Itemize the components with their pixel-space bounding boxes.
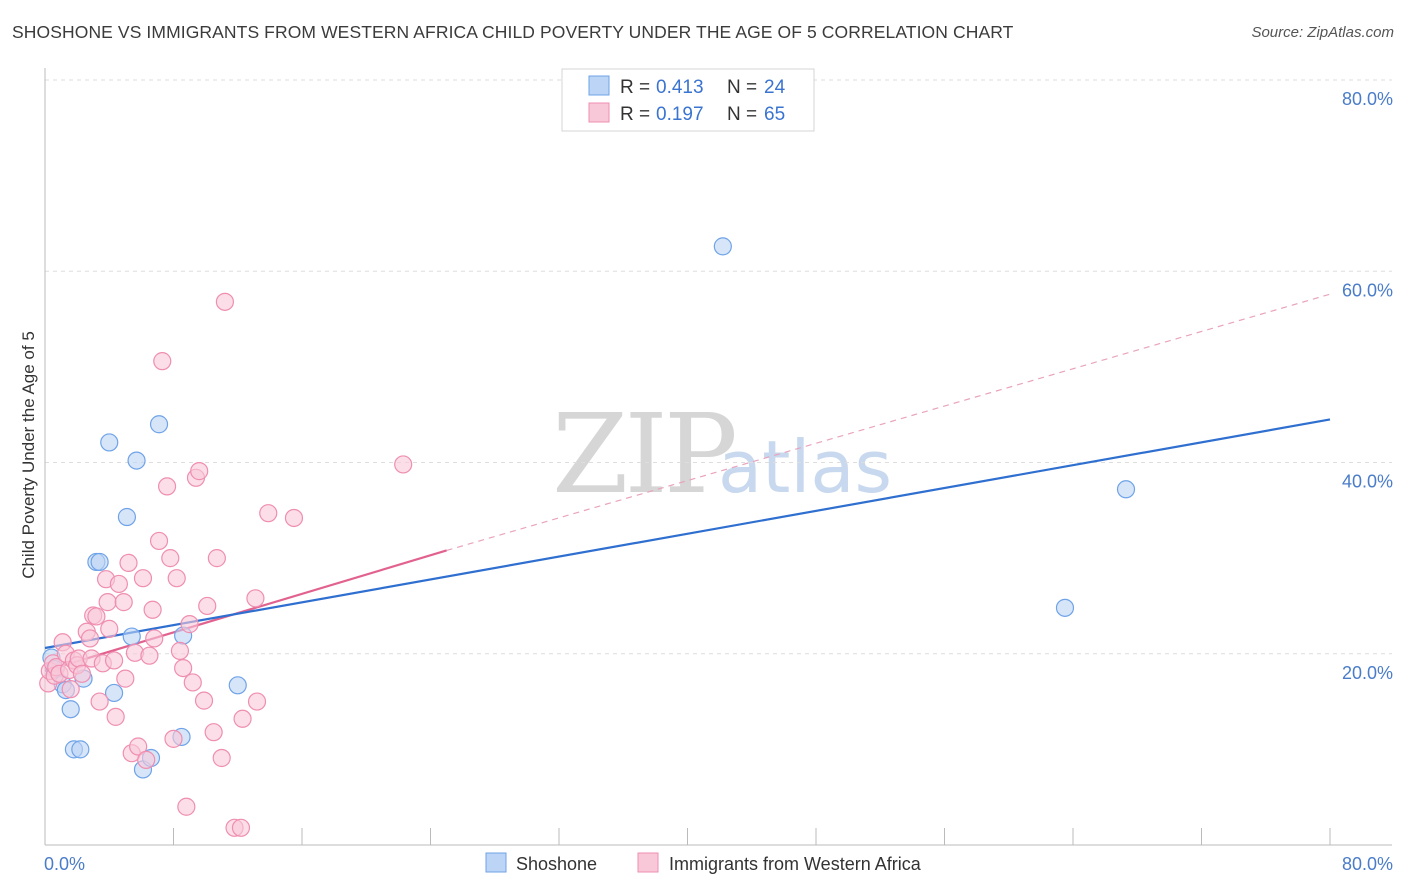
y-tick-label-0: 20.0% bbox=[1342, 663, 1393, 683]
legend-r-label-2: R = bbox=[620, 104, 650, 125]
point-immigrants-40 bbox=[157, 477, 177, 496]
point-shoshone-14 bbox=[127, 451, 146, 470]
point-immigrants-54 bbox=[212, 748, 231, 768]
legend-swatch-shoshone bbox=[588, 75, 610, 96]
point-immigrants-52 bbox=[198, 596, 217, 616]
point-immigrants-23 bbox=[100, 619, 119, 638]
watermark-atlas: atlas bbox=[718, 425, 892, 509]
legend-n-label-2: N = bbox=[727, 104, 757, 125]
point-immigrants-41 bbox=[161, 549, 180, 568]
legend-swatch-immigrants bbox=[588, 102, 610, 123]
y-tick-label-3: 80.0% bbox=[1342, 89, 1393, 109]
x-tick-label-min: 0.0% bbox=[44, 854, 85, 874]
legend-n-value-2: 65 bbox=[764, 104, 785, 125]
point-immigrants-60 bbox=[247, 692, 267, 711]
point-immigrants-59 bbox=[246, 589, 265, 608]
point-immigrants-57 bbox=[231, 818, 251, 837]
point-immigrants-9 bbox=[61, 680, 80, 699]
point-shoshone-13 bbox=[122, 627, 141, 646]
point-immigrants-48 bbox=[183, 673, 202, 692]
point-immigrants-35 bbox=[140, 646, 159, 665]
axes bbox=[44, 68, 1392, 846]
trend-line-shoshone bbox=[44, 418, 1331, 650]
point-immigrants-50 bbox=[190, 462, 209, 481]
point-immigrants-43 bbox=[167, 569, 186, 588]
trend-line-immigrants bbox=[44, 549, 447, 673]
bottom-legend-swatch-shoshone bbox=[485, 852, 507, 873]
point-immigrants-44 bbox=[170, 641, 190, 660]
bottom-legend-swatch-immigrants bbox=[637, 852, 659, 873]
point-shoshone-20 bbox=[228, 676, 247, 695]
y-tick-label-1: 40.0% bbox=[1342, 472, 1393, 492]
point-immigrants-62 bbox=[284, 508, 304, 528]
point-immigrants-19 bbox=[90, 692, 109, 711]
correlation-legend: R = 0.413 N = 24 R = 0.197 N = 65 bbox=[561, 68, 815, 132]
point-immigrants-13 bbox=[72, 664, 92, 683]
legend-r-value-2: 0.197 bbox=[656, 104, 704, 125]
point-shoshone-4 bbox=[61, 700, 80, 719]
point-shoshone-10 bbox=[100, 433, 119, 452]
point-immigrants-53 bbox=[204, 723, 223, 742]
point-immigrants-39 bbox=[153, 352, 172, 371]
point-immigrants-51 bbox=[194, 691, 214, 710]
y-tick-label-2: 60.0% bbox=[1342, 280, 1393, 300]
point-immigrants-37 bbox=[145, 629, 164, 648]
point-immigrants-58 bbox=[233, 709, 252, 728]
trend-lines bbox=[44, 293, 1331, 673]
watermark-zip: ZIP bbox=[552, 390, 735, 518]
point-immigrants-28 bbox=[116, 669, 135, 688]
point-immigrants-25 bbox=[106, 707, 125, 726]
point-immigrants-15 bbox=[80, 629, 100, 648]
chart-title: SHOSHONE VS IMMIGRANTS FROM WESTERN AFRI… bbox=[12, 22, 1014, 42]
point-shoshone-17 bbox=[149, 415, 169, 434]
point-immigrants-22 bbox=[98, 593, 117, 612]
legend-n-value-1: 24 bbox=[764, 77, 786, 98]
point-immigrants-32 bbox=[129, 737, 148, 756]
point-shoshone-22 bbox=[1055, 598, 1075, 617]
point-immigrants-42 bbox=[164, 729, 183, 748]
point-shoshone-9 bbox=[90, 552, 109, 572]
point-immigrants-34 bbox=[137, 750, 156, 769]
x-tick-labels: 0.0% 80.0% bbox=[44, 854, 1393, 874]
legend-r-value-1: 0.413 bbox=[656, 77, 704, 98]
point-immigrants-26 bbox=[109, 574, 128, 594]
y-axis-label: Child Poverty Under the Age of 5 bbox=[19, 331, 38, 579]
data-points bbox=[39, 237, 1136, 837]
point-immigrants-24 bbox=[104, 651, 124, 670]
x-tick-label-max: 80.0% bbox=[1342, 854, 1393, 874]
legend-n-label-1: N = bbox=[727, 77, 757, 98]
point-shoshone-23 bbox=[1116, 480, 1136, 499]
source-label: Source: ZipAtlas.com bbox=[1251, 24, 1394, 41]
y-tick-labels: 20.0% 40.0% 60.0% 80.0% bbox=[1342, 89, 1393, 683]
point-immigrants-18 bbox=[87, 607, 106, 626]
point-immigrants-63 bbox=[394, 455, 413, 474]
series-legend: Shoshone Immigrants from Western Africa bbox=[485, 852, 922, 874]
point-immigrants-55 bbox=[215, 292, 234, 311]
bottom-legend-label-shoshone: Shoshone bbox=[516, 854, 597, 874]
point-immigrants-38 bbox=[149, 531, 169, 551]
bottom-legend-label-immigrants: Immigrants from Western Africa bbox=[669, 854, 922, 874]
point-shoshone-11 bbox=[104, 683, 124, 703]
point-immigrants-46 bbox=[177, 797, 196, 816]
point-shoshone-12 bbox=[117, 507, 137, 527]
point-immigrants-64 bbox=[207, 549, 226, 568]
point-immigrants-36 bbox=[143, 600, 162, 619]
point-immigrants-61 bbox=[259, 504, 278, 523]
point-shoshone-21 bbox=[713, 237, 732, 256]
point-immigrants-47 bbox=[180, 615, 199, 634]
point-shoshone-6 bbox=[71, 740, 90, 759]
legend-r-label-1: R = bbox=[620, 77, 650, 98]
point-immigrants-33 bbox=[133, 569, 153, 588]
point-immigrants-45 bbox=[174, 658, 193, 678]
point-immigrants-29 bbox=[119, 553, 138, 573]
point-immigrants-27 bbox=[114, 593, 133, 612]
grid-lines bbox=[45, 79, 1392, 655]
